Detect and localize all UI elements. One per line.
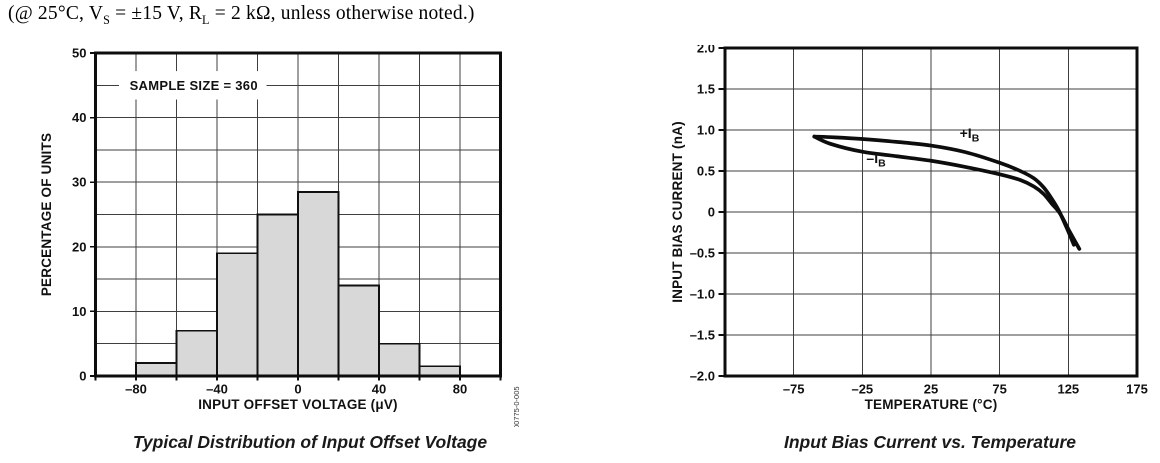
histogram-caption: Typical Distribution of Input Offset Vol… xyxy=(132,432,488,452)
header-subscript: L xyxy=(202,12,210,27)
y-tick-label: 1.0 xyxy=(697,123,715,138)
x-tick-label: 75 xyxy=(992,382,1006,397)
y-tick-label: 20 xyxy=(72,239,86,254)
y-tick-label: 1.5 xyxy=(697,82,715,97)
y-axis-title: PERCENTAGE OF UNITS xyxy=(39,133,54,296)
bias-curve-positive xyxy=(812,134,1076,247)
x-tick-label: 125 xyxy=(1057,382,1079,397)
series-label-negative: –IB xyxy=(866,150,886,170)
y-tick-label: 30 xyxy=(72,175,86,190)
annotation-band xyxy=(99,71,290,100)
x-tick-label: 25 xyxy=(924,382,938,397)
y-tick-label: –2.0 xyxy=(690,369,715,384)
y-tick-label: –0.5 xyxy=(690,246,715,261)
x-tick-label: 80 xyxy=(453,382,467,397)
histogram-bar xyxy=(256,213,299,377)
y-tick-label: 40 xyxy=(72,110,86,125)
figure-code: 00775-0-005 xyxy=(512,386,521,427)
y-tick-label: 10 xyxy=(72,304,86,319)
bias-current-chart: 2.0 1.5 1.0 0.5 0 –0.5 –1.0 –1.5 –2.0 –75 –25 25 75 1… xyxy=(670,41,1148,413)
histogram-bar xyxy=(135,362,178,377)
histogram-chart: SAMPLE SIZE = 360 50 40 30 20 10 0 –80 –40 0 40 80 I… xyxy=(39,46,521,430)
histogram-bar xyxy=(297,190,340,377)
x-tick-label: 175 xyxy=(1126,382,1148,397)
y-tick-label: 0.5 xyxy=(697,164,715,179)
bias-current-caption: Input Bias Current vs. Temperature xyxy=(783,432,1077,452)
header-subscript: S xyxy=(103,12,111,27)
sample-size-annotation: SAMPLE SIZE = 360 xyxy=(130,78,258,93)
header-note: (@ 25°C, VS = ±15 V, RL = 2 kΩ, unless o… xyxy=(8,3,475,28)
y-tick-label: 2.0 xyxy=(697,45,715,56)
x-axis-title: INPUT OFFSET VOLTAGE (μV) xyxy=(198,397,398,412)
header-text: = ±15 V, R xyxy=(110,3,203,24)
y-axis-title: INPUT BIAS CURRENT (nA) xyxy=(670,121,685,303)
header-text: = 2 kΩ, unless otherwise noted.) xyxy=(209,3,475,24)
x-axis-title: TEMPERATURE (°C) xyxy=(865,397,998,412)
x-tick-label: –80 xyxy=(125,382,147,397)
histogram-figure: SAMPLE SIZE = 360 50 40 30 20 10 0 –80 –40 0 40 80 I… xyxy=(30,45,575,432)
bias-curve-negative xyxy=(812,134,1082,251)
histogram-bar xyxy=(418,365,461,377)
y-tick-label: 0 xyxy=(708,205,715,220)
x-tick-label: 0 xyxy=(294,382,301,397)
x-tick-label: –40 xyxy=(206,382,228,397)
x-tick-label: –25 xyxy=(851,382,873,397)
y-tick-label: –1.0 xyxy=(690,287,715,302)
histogram-bar xyxy=(337,284,380,377)
x-tick-label: 40 xyxy=(372,382,386,397)
y-tick-label: 0 xyxy=(79,369,86,384)
y-tick-label: –1.5 xyxy=(690,328,715,343)
header-text: (@ 25°C, V xyxy=(8,3,104,24)
bias-current-figure: 2.0 1.5 1.0 0.5 0 –0.5 –1.0 –1.5 –2.0 –75 –25 25 75 1… xyxy=(650,41,1160,432)
x-tick-label: –75 xyxy=(783,382,805,397)
series-label-positive: +IB xyxy=(960,125,980,145)
histogram-bar xyxy=(378,342,421,377)
histogram-bar xyxy=(216,252,259,377)
histogram-bar xyxy=(175,329,218,377)
y-tick-label: 50 xyxy=(72,46,86,61)
